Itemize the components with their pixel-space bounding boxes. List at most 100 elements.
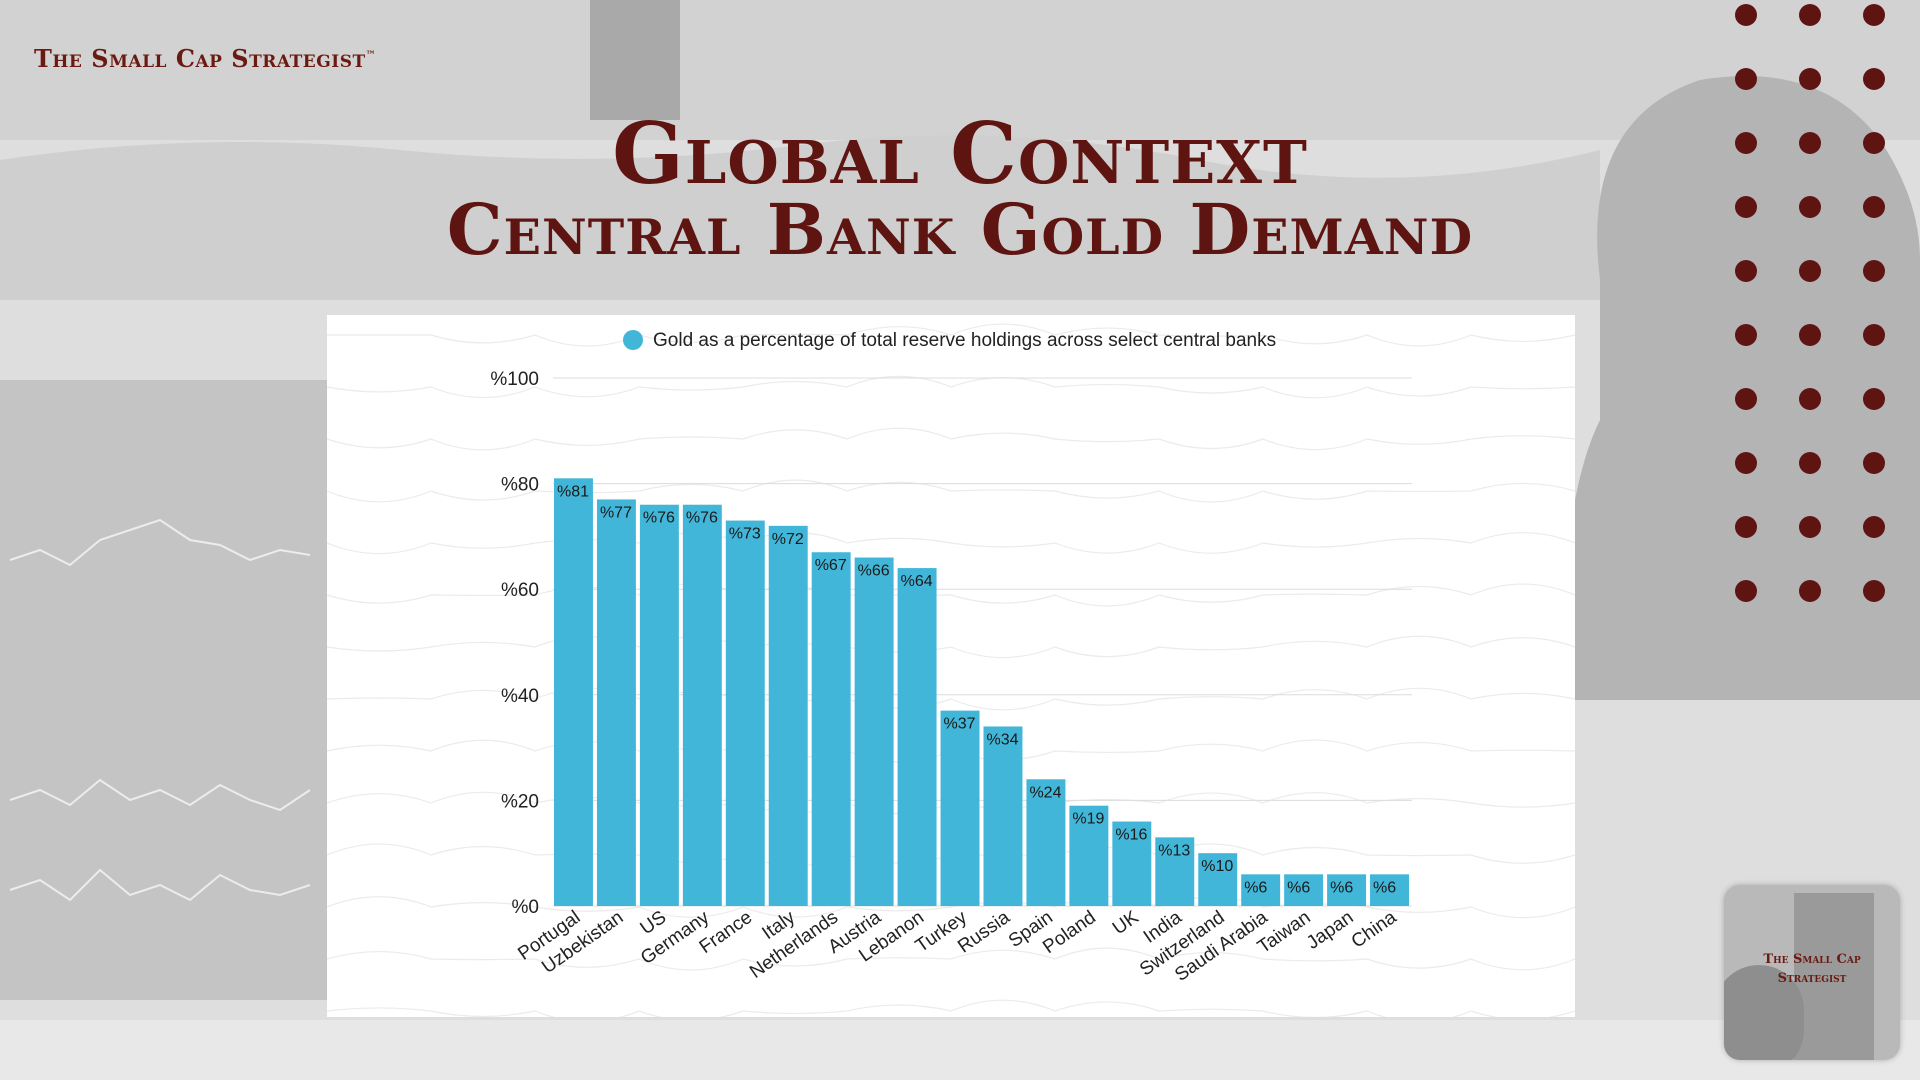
brand-badge: The Small Cap Strategist xyxy=(1724,885,1900,1060)
contour-line xyxy=(327,427,1575,451)
decorative-dot xyxy=(1863,516,1885,538)
bar-value-label: %77 xyxy=(600,504,632,521)
bar-value-label: %6 xyxy=(1287,879,1310,896)
contour-line xyxy=(327,532,1575,555)
decorative-dot xyxy=(1863,580,1885,602)
bar-value-label: %6 xyxy=(1330,879,1353,896)
decorative-dot xyxy=(1863,324,1885,346)
decorative-dot xyxy=(1863,4,1885,26)
x-tick-label: China xyxy=(1348,907,1401,953)
y-tick-label: %80 xyxy=(501,475,539,496)
legend: Gold as a percentage of total reserve ho… xyxy=(623,330,1276,351)
bar xyxy=(897,568,937,906)
contour-line xyxy=(327,323,1575,347)
decorative-dot xyxy=(1735,196,1757,218)
y-tick-label: %0 xyxy=(512,897,539,918)
decorative-dot-grid xyxy=(1735,0,1905,610)
y-tick-label: %60 xyxy=(501,580,539,601)
value-labels: %81 %77 %76 %76 %73 %72 %67 %66 %64 %37 %34 %24 %19%… xyxy=(557,483,1396,896)
bar-value-label: %81 xyxy=(557,483,589,500)
decorative-dot xyxy=(1799,324,1821,346)
contour-line xyxy=(327,947,1575,971)
bar xyxy=(682,504,722,906)
decorative-dot xyxy=(1735,324,1757,346)
bar-chart: %0 %20 %40 %60 %80 %100 %81 %77 %76 %76 %73 %72 %67… xyxy=(327,323,1575,1017)
decorative-dot xyxy=(1863,388,1885,410)
bar-value-label: %19 xyxy=(1072,811,1104,828)
bar xyxy=(940,710,980,906)
bar xyxy=(1198,853,1238,906)
decorative-dot xyxy=(1735,260,1757,282)
bar xyxy=(1069,805,1109,906)
bar xyxy=(1026,779,1066,906)
trademark-symbol: ™ xyxy=(365,50,377,61)
decorative-dot xyxy=(1799,452,1821,474)
bar-value-label: %76 xyxy=(686,510,718,527)
bar xyxy=(811,552,851,906)
bar xyxy=(1241,874,1281,906)
decorative-dot xyxy=(1863,68,1885,90)
decorative-dot xyxy=(1799,4,1821,26)
badge-line-2: Strategist xyxy=(1777,971,1847,986)
decorative-dot xyxy=(1735,4,1757,26)
bar-value-label: %34 xyxy=(987,731,1019,748)
bar-value-label: %24 xyxy=(1029,784,1061,801)
bar xyxy=(1155,837,1195,906)
decorative-dot xyxy=(1735,452,1757,474)
decorative-dot xyxy=(1735,132,1757,154)
decorative-dot xyxy=(1735,580,1757,602)
decorative-dot xyxy=(1799,68,1821,90)
decorative-dot xyxy=(1863,452,1885,474)
legend-marker xyxy=(623,330,643,350)
bars xyxy=(554,478,1409,906)
decorative-dot xyxy=(1735,516,1757,538)
bar-value-label: %72 xyxy=(772,531,804,548)
bar-value-label: %64 xyxy=(901,573,933,590)
decorative-dot xyxy=(1735,388,1757,410)
bar-value-label: %66 xyxy=(858,563,890,580)
contour-pattern xyxy=(327,323,1575,1017)
decorative-dot xyxy=(1799,580,1821,602)
page-title: Global Context xyxy=(612,104,1308,203)
x-tick-label: UK xyxy=(1109,907,1143,940)
bar-value-label: %16 xyxy=(1115,827,1147,844)
contour-line xyxy=(327,479,1575,503)
tree-illustration xyxy=(1724,965,1804,1060)
page-subtitle: Central Bank Gold Demand xyxy=(446,188,1474,271)
bar-value-label: %6 xyxy=(1244,879,1267,896)
bar-value-label: %67 xyxy=(815,557,847,574)
decorative-dot xyxy=(1799,388,1821,410)
bar-value-label: %76 xyxy=(643,510,675,527)
legend-label: Gold as a percentage of total reserve ho… xyxy=(653,330,1276,351)
decorative-dot xyxy=(1863,196,1885,218)
bar-value-label: %37 xyxy=(944,716,976,733)
bar xyxy=(983,726,1023,906)
y-tick-label: %40 xyxy=(501,686,539,707)
decorative-dot xyxy=(1799,260,1821,282)
bar xyxy=(1284,874,1324,906)
decorative-dot xyxy=(1799,132,1821,154)
x-tick-label: Japan xyxy=(1303,907,1357,954)
bar-value-label: %73 xyxy=(729,526,761,543)
bar xyxy=(639,504,679,906)
contour-line xyxy=(327,583,1575,607)
gridlines xyxy=(553,377,1412,907)
badge-text: The Small Cap Strategist xyxy=(1724,950,1900,988)
contour-line xyxy=(327,999,1575,1017)
bar xyxy=(1112,821,1152,906)
decorative-dot xyxy=(1799,196,1821,218)
decorative-dot xyxy=(1799,516,1821,538)
contour-line xyxy=(327,687,1575,711)
building-illustration xyxy=(1794,893,1874,1060)
contour-line xyxy=(327,635,1575,659)
bar-value-label: %13 xyxy=(1158,842,1190,859)
bar xyxy=(1370,874,1409,906)
bar xyxy=(596,499,636,906)
bar xyxy=(1327,874,1367,906)
bar-value-label: %6 xyxy=(1373,879,1396,896)
decorative-dot xyxy=(1735,68,1757,90)
y-tick-label: %20 xyxy=(501,791,539,812)
chart-panel: %0 %20 %40 %60 %80 %100 %81 %77 %76 %76 %73 %72 %67… xyxy=(327,315,1575,1017)
